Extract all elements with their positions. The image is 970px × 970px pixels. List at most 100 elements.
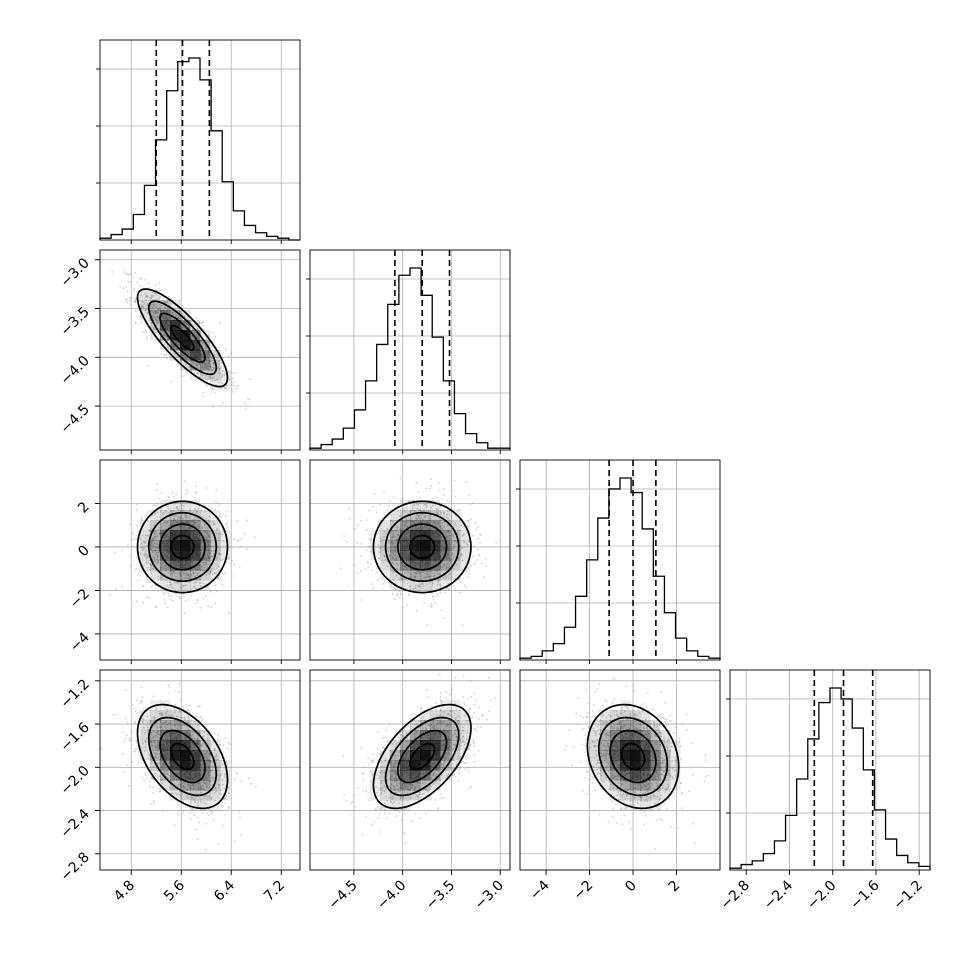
scatter-point [149, 785, 152, 788]
scatter-point [201, 763, 204, 766]
scatter-point [187, 716, 190, 718]
scatter-point [440, 502, 443, 505]
scatter-point [225, 561, 228, 563]
scatter-point [379, 787, 381, 790]
scatter-point [210, 359, 213, 361]
scatter-point [190, 527, 192, 529]
scatter-point [148, 287, 151, 289]
scatter-point [433, 528, 435, 530]
scatter-point [233, 778, 236, 781]
scatter-point [133, 287, 136, 290]
scatter-point [205, 803, 208, 805]
scatter-point [415, 482, 418, 484]
scatter-point [187, 782, 190, 785]
scatter-point [167, 338, 170, 341]
scatter-point [172, 775, 175, 777]
scatter-point [212, 740, 215, 743]
scatter-point [417, 514, 420, 517]
scatter-point [201, 341, 204, 344]
density-cell [190, 580, 201, 591]
scatter-point [190, 368, 193, 371]
scatter-point [148, 530, 151, 532]
scatter-point [194, 720, 196, 723]
scatter-point [450, 520, 453, 523]
scatter-point [407, 571, 410, 574]
density-cell [150, 720, 161, 731]
scatter-point [400, 528, 402, 530]
scatter-point [150, 739, 153, 742]
scatter-point [439, 511, 442, 514]
scatter-point [175, 514, 178, 517]
scatter-point [193, 518, 196, 521]
scatter-point [186, 788, 189, 791]
scatter-point [188, 325, 191, 328]
scatter-point [205, 539, 208, 541]
scatter-point [403, 581, 406, 583]
scatter-point [211, 388, 214, 390]
scatter-point [172, 570, 175, 573]
scatter-point [209, 755, 212, 757]
scatter-point [146, 338, 149, 340]
scatter-point [161, 766, 163, 769]
scatter-point [231, 377, 234, 380]
scatter-point [135, 538, 137, 541]
scatter-point [123, 269, 126, 272]
scatter-point [398, 514, 401, 517]
scatter-point [206, 786, 209, 788]
scatter-point [227, 792, 230, 795]
scatter-point [222, 744, 225, 747]
scatter-point [184, 515, 187, 518]
scatter-point [391, 529, 393, 532]
scatter-point [238, 566, 241, 568]
scatter-point [200, 785, 203, 788]
scatter-point [391, 798, 394, 800]
scatter-point [430, 478, 433, 480]
scatter-point [190, 370, 193, 372]
scatter-point [144, 552, 147, 555]
scatter-point [149, 568, 152, 571]
scatter-point [425, 506, 427, 509]
density-cell [180, 790, 191, 801]
scatter-point [208, 753, 211, 755]
scatter-point [210, 761, 212, 764]
scatter-point [145, 296, 148, 299]
scatter-point [212, 521, 215, 523]
scatter-point [140, 700, 142, 702]
scatter-point [184, 356, 187, 359]
scatter-point [394, 559, 397, 562]
scatter-point [179, 783, 182, 786]
scatter-point [204, 782, 207, 785]
scatter-point [202, 717, 204, 720]
scatter-point [177, 351, 180, 354]
scatter-point [164, 334, 167, 337]
density-cell [400, 570, 411, 581]
scatter-point [452, 533, 455, 536]
density-cell [430, 580, 441, 591]
scatter-point [186, 357, 188, 360]
scatter-point [144, 746, 147, 749]
scatter-point [200, 356, 203, 359]
density-cell [190, 570, 201, 581]
scatter-point [230, 352, 233, 355]
scatter-point [218, 322, 221, 324]
scatter-point [138, 569, 141, 572]
scatter-point [402, 569, 405, 572]
scatter-point [192, 784, 194, 787]
scatter-point [158, 288, 161, 290]
density-cell [160, 780, 171, 791]
scatter-point [219, 366, 222, 369]
scatter-point [391, 541, 393, 544]
scatter-point [214, 602, 217, 605]
scatter-point [204, 558, 207, 561]
scatter-point [178, 682, 181, 685]
scatter-point [192, 731, 194, 733]
scatter-point [147, 752, 150, 755]
scatter-point [185, 516, 188, 518]
scatter-point [209, 810, 212, 813]
scatter-point [178, 691, 180, 693]
scatter-point [204, 776, 207, 778]
density-grid [370, 500, 471, 591]
scatter-point [153, 716, 156, 718]
scatter-point [227, 807, 230, 809]
scatter-point [200, 352, 203, 355]
